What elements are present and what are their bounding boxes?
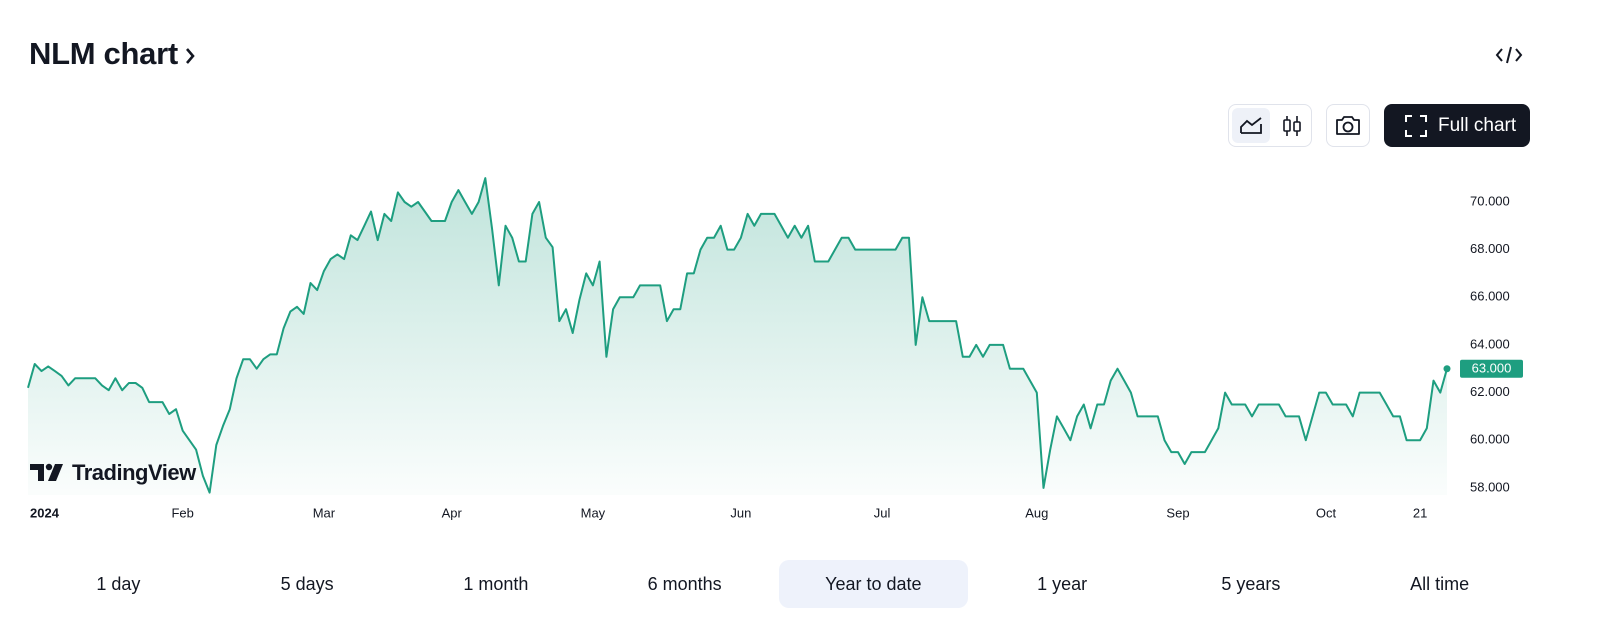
- range-tab[interactable]: 1 month: [463, 573, 529, 594]
- x-tick-label: May: [581, 505, 606, 520]
- y-tick-label: 70.000: [1470, 193, 1510, 208]
- range-tab[interactable]: 5 days: [280, 573, 334, 594]
- x-tick-label: Jul: [874, 505, 891, 520]
- camera-icon: [1336, 116, 1360, 135]
- y-tick-label: 60.000: [1470, 432, 1510, 447]
- range-tab[interactable]: 1 year: [1037, 573, 1088, 594]
- title: NLM chart: [29, 36, 178, 71]
- x-tick-label: Feb: [171, 505, 193, 520]
- x-tick-label: Aug: [1025, 505, 1048, 520]
- range-tab[interactable]: Year to date: [779, 560, 968, 608]
- x-tick-label: Apr: [442, 505, 463, 520]
- range-tab[interactable]: 1 day: [96, 573, 141, 594]
- area-icon: [1240, 117, 1262, 134]
- chevron-icon: [185, 48, 195, 64]
- watermark[interactable]: TradingView: [30, 460, 196, 486]
- full-chart-label: Full chart: [1438, 114, 1517, 136]
- x-tick-label: Oct: [1316, 505, 1337, 520]
- area-style-button[interactable]: [1232, 108, 1270, 143]
- tradingview-logo: [30, 463, 63, 481]
- range-tab[interactable]: 6 months: [647, 573, 722, 594]
- range-tab[interactable]: All time: [1410, 573, 1470, 594]
- price-tag: [1460, 359, 1523, 378]
- area-fill: [28, 178, 1447, 495]
- y-tick-label: 62.000: [1470, 384, 1510, 399]
- x-tick-label: Jun: [730, 505, 751, 520]
- y-tick-label: 58.000: [1470, 479, 1510, 494]
- x-tick-label: 21: [1413, 505, 1427, 520]
- full-chart-button[interactable]: Full chart: [1384, 104, 1530, 147]
- snapshot-button[interactable]: [1326, 104, 1370, 147]
- y-tick-label: 68.000: [1470, 241, 1510, 256]
- y-tick-label: 66.000: [1470, 289, 1510, 304]
- range-tabs: 1 day 5 days 1 month 6 months Year to da…: [24, 560, 1534, 608]
- candle-style-button[interactable]: [1273, 108, 1311, 143]
- fullscreen-icon: [1405, 114, 1427, 137]
- chart-style-toggle: [1228, 104, 1312, 147]
- y-tick-label: 64.000: [1470, 336, 1510, 351]
- x-tick-label: Sep: [1166, 505, 1189, 520]
- watermark-text: TradingView: [72, 460, 196, 485]
- last-point: [1443, 365, 1451, 373]
- range-tab[interactable]: 5 years: [1221, 573, 1281, 594]
- x-tick-label: Mar: [313, 505, 336, 520]
- x-tick-label: 2024: [30, 505, 60, 520]
- embed-button[interactable]: [1494, 42, 1524, 68]
- chart-link[interactable]: NLM chart: [29, 36, 196, 72]
- price-tag-label: 63.000: [1472, 361, 1512, 376]
- price-line: [27, 177, 1448, 494]
